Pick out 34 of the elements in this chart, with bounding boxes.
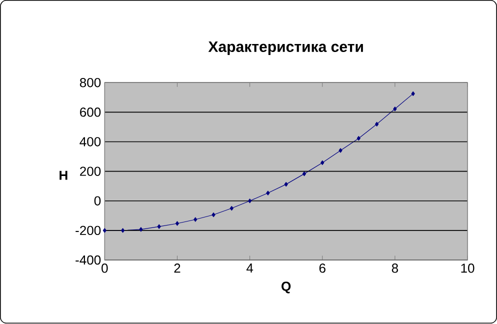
y-tick-label: -400 — [76, 256, 101, 265]
x-tick-label: 6 — [319, 264, 326, 273]
x-tick-label: 10 — [461, 264, 474, 273]
x-tick-label: 8 — [392, 264, 398, 273]
point — [338, 148, 342, 153]
point — [356, 136, 360, 141]
point — [139, 227, 143, 232]
y-tick-label: 0 — [94, 196, 101, 206]
point — [375, 122, 379, 127]
point — [302, 172, 306, 176]
y-tick-label: 400 — [80, 137, 101, 147]
point — [284, 182, 288, 187]
point — [121, 228, 125, 233]
y-tick-label: 200 — [80, 166, 101, 176]
point — [230, 206, 234, 211]
point — [411, 92, 415, 96]
x-tick-label: 0 — [102, 264, 108, 273]
point — [212, 212, 216, 218]
point — [320, 160, 324, 166]
x-tick-label: 2 — [174, 264, 180, 273]
point — [248, 198, 252, 204]
chart-title: Характеристика сети — [208, 42, 363, 56]
x-axis-title: Q — [282, 282, 291, 294]
x-tick-label: 4 — [246, 264, 254, 273]
y-tick-label: 600 — [80, 108, 101, 117]
point — [194, 217, 198, 222]
y-axis-title: H — [60, 171, 68, 180]
y-tick-label: -200 — [76, 226, 101, 236]
point — [157, 224, 161, 230]
point — [102, 228, 106, 233]
y-tick-label: 800 — [80, 78, 101, 88]
point — [393, 106, 397, 112]
point — [175, 221, 180, 226]
point — [266, 190, 270, 196]
